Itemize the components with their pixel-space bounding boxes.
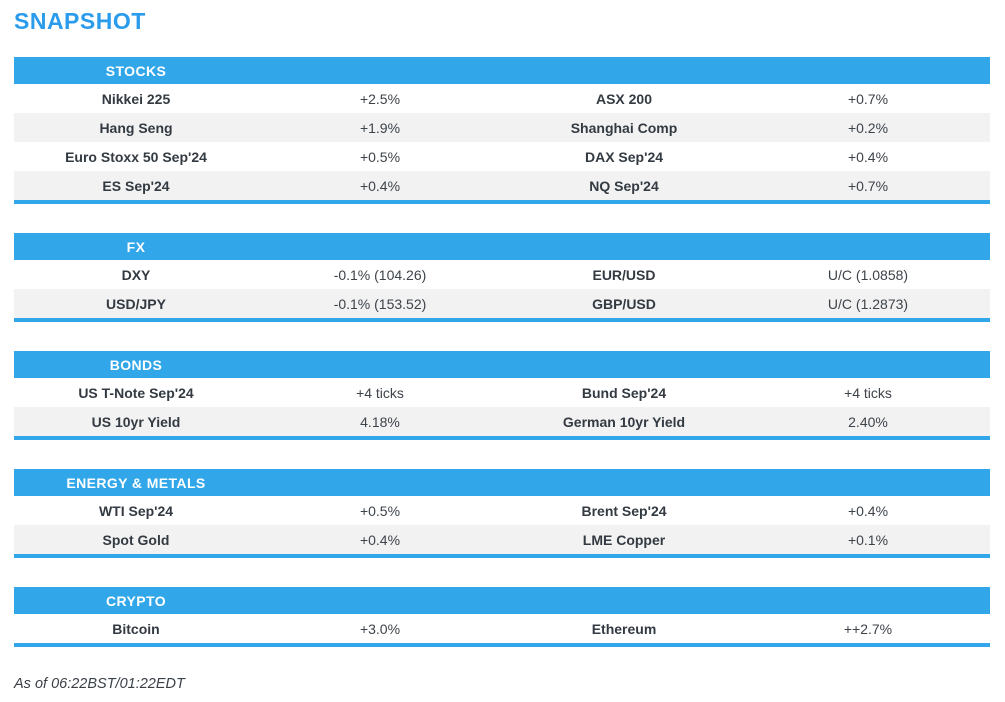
instrument-value: +4 ticks (356, 384, 404, 401)
section-title: CRYPTO (106, 592, 166, 609)
section-header-bonds: BONDS (14, 351, 990, 378)
instrument-label: USD/JPY (106, 295, 166, 312)
instrument-label: DAX Sep'24 (584, 148, 664, 165)
instrument-label: DXY (121, 266, 151, 283)
instrument-label: Ethereum (591, 620, 657, 637)
table-row: US T-Note Sep'24 +4 ticks Bund Sep'24 +4… (14, 378, 990, 407)
instrument-label: Bund Sep'24 (581, 384, 667, 401)
table-row: US 10yr Yield 4.18% German 10yr Yield 2.… (14, 407, 990, 436)
instrument-value: +0.4% (359, 531, 401, 548)
section-title: BONDS (109, 356, 163, 373)
table-row: Hang Seng +1.9% Shanghai Comp +0.2% (14, 113, 990, 142)
table-row: DXY -0.1% (104.26) EUR/USD U/C (1.0858) (14, 260, 990, 289)
section-header-crypto: CRYPTO (14, 587, 990, 614)
section-header-energy-metals: ENERGY & METALS (14, 469, 990, 496)
instrument-value: ++2.7% (843, 620, 893, 637)
section-body-energy-metals: WTI Sep'24 +0.5% Brent Sep'24 +0.4% Spot… (14, 496, 990, 554)
instrument-value: +0.4% (847, 148, 889, 165)
instrument-value: -0.1% (153.52) (333, 295, 427, 312)
instrument-label: Nikkei 225 (101, 90, 171, 107)
instrument-label: ES Sep'24 (102, 177, 170, 194)
section-fx: FX DXY -0.1% (104.26) EUR/USD U/C (1.085… (14, 233, 990, 322)
table-row: Nikkei 225 +2.5% ASX 200 +0.7% (14, 84, 990, 113)
instrument-label: WTI Sep'24 (98, 502, 174, 519)
instrument-value: U/C (1.2873) (827, 295, 909, 312)
instrument-value: +0.7% (847, 177, 889, 194)
instrument-label: US T-Note Sep'24 (78, 384, 194, 401)
instrument-label: GBP/USD (592, 295, 656, 312)
section-body-bonds: US T-Note Sep'24 +4 ticks Bund Sep'24 +4… (14, 378, 990, 436)
table-row: Euro Stoxx 50 Sep'24 +0.5% DAX Sep'24 +0… (14, 142, 990, 171)
table-row: WTI Sep'24 +0.5% Brent Sep'24 +0.4% (14, 496, 990, 525)
section-crypto: CRYPTO Bitcoin +3.0% Ethereum ++2.7% (14, 587, 990, 647)
instrument-value: -0.1% (104.26) (333, 266, 427, 283)
instrument-value: +0.5% (359, 502, 401, 519)
section-title: FX (126, 238, 146, 255)
instrument-value: +1.9% (359, 119, 401, 136)
section-energy-metals: ENERGY & METALS WTI Sep'24 +0.5% Brent S… (14, 469, 990, 558)
table-row: ES Sep'24 +0.4% NQ Sep'24 +0.7% (14, 171, 990, 200)
instrument-label: Bitcoin (112, 620, 160, 637)
instrument-label: EUR/USD (592, 266, 656, 283)
instrument-value: +0.2% (847, 119, 889, 136)
section-title: STOCKS (105, 62, 167, 79)
timestamp-note: As of 06:22BST/01:22EDT (14, 676, 185, 692)
instrument-value: +3.0% (359, 620, 401, 637)
section-body-fx: DXY -0.1% (104.26) EUR/USD U/C (1.0858) … (14, 260, 990, 318)
instrument-label: US 10yr Yield (91, 413, 181, 430)
instrument-label: Hang Seng (99, 119, 173, 136)
table-row: Bitcoin +3.0% Ethereum ++2.7% (14, 614, 990, 643)
table-row: Spot Gold +0.4% LME Copper +0.1% (14, 525, 990, 554)
section-stocks: STOCKS Nikkei 225 +2.5% ASX 200 +0.7% Ha… (14, 57, 990, 204)
instrument-value: +0.4% (847, 502, 889, 519)
instrument-value: +0.4% (359, 177, 401, 194)
instrument-value: U/C (1.0858) (827, 266, 909, 283)
section-title: ENERGY & METALS (66, 474, 206, 491)
instrument-label: Euro Stoxx 50 Sep'24 (65, 148, 207, 165)
instrument-value: +4 ticks (844, 384, 892, 401)
instrument-value: +0.1% (847, 531, 889, 548)
table-row: USD/JPY -0.1% (153.52) GBP/USD U/C (1.28… (14, 289, 990, 318)
instrument-value: +2.5% (359, 90, 401, 107)
instrument-label: NQ Sep'24 (589, 177, 659, 194)
page-title: SNAPSHOT (14, 8, 146, 34)
instrument-label: Shanghai Comp (570, 119, 678, 136)
section-body-stocks: Nikkei 225 +2.5% ASX 200 +0.7% Hang Seng… (14, 84, 990, 200)
section-body-crypto: Bitcoin +3.0% Ethereum ++2.7% (14, 614, 990, 643)
instrument-label: Brent Sep'24 (581, 502, 667, 519)
instrument-label: German 10yr Yield (562, 413, 686, 430)
instrument-value: 4.18% (360, 413, 400, 430)
instrument-value: +0.7% (847, 90, 889, 107)
section-bonds: BONDS US T-Note Sep'24 +4 ticks Bund Sep… (14, 351, 990, 440)
instrument-label: Spot Gold (102, 531, 170, 548)
instrument-label: LME Copper (582, 531, 666, 548)
instrument-value: +0.5% (359, 148, 401, 165)
section-header-fx: FX (14, 233, 990, 260)
instrument-value: 2.40% (848, 413, 888, 430)
section-header-stocks: STOCKS (14, 57, 990, 84)
instrument-label: ASX 200 (595, 90, 653, 107)
